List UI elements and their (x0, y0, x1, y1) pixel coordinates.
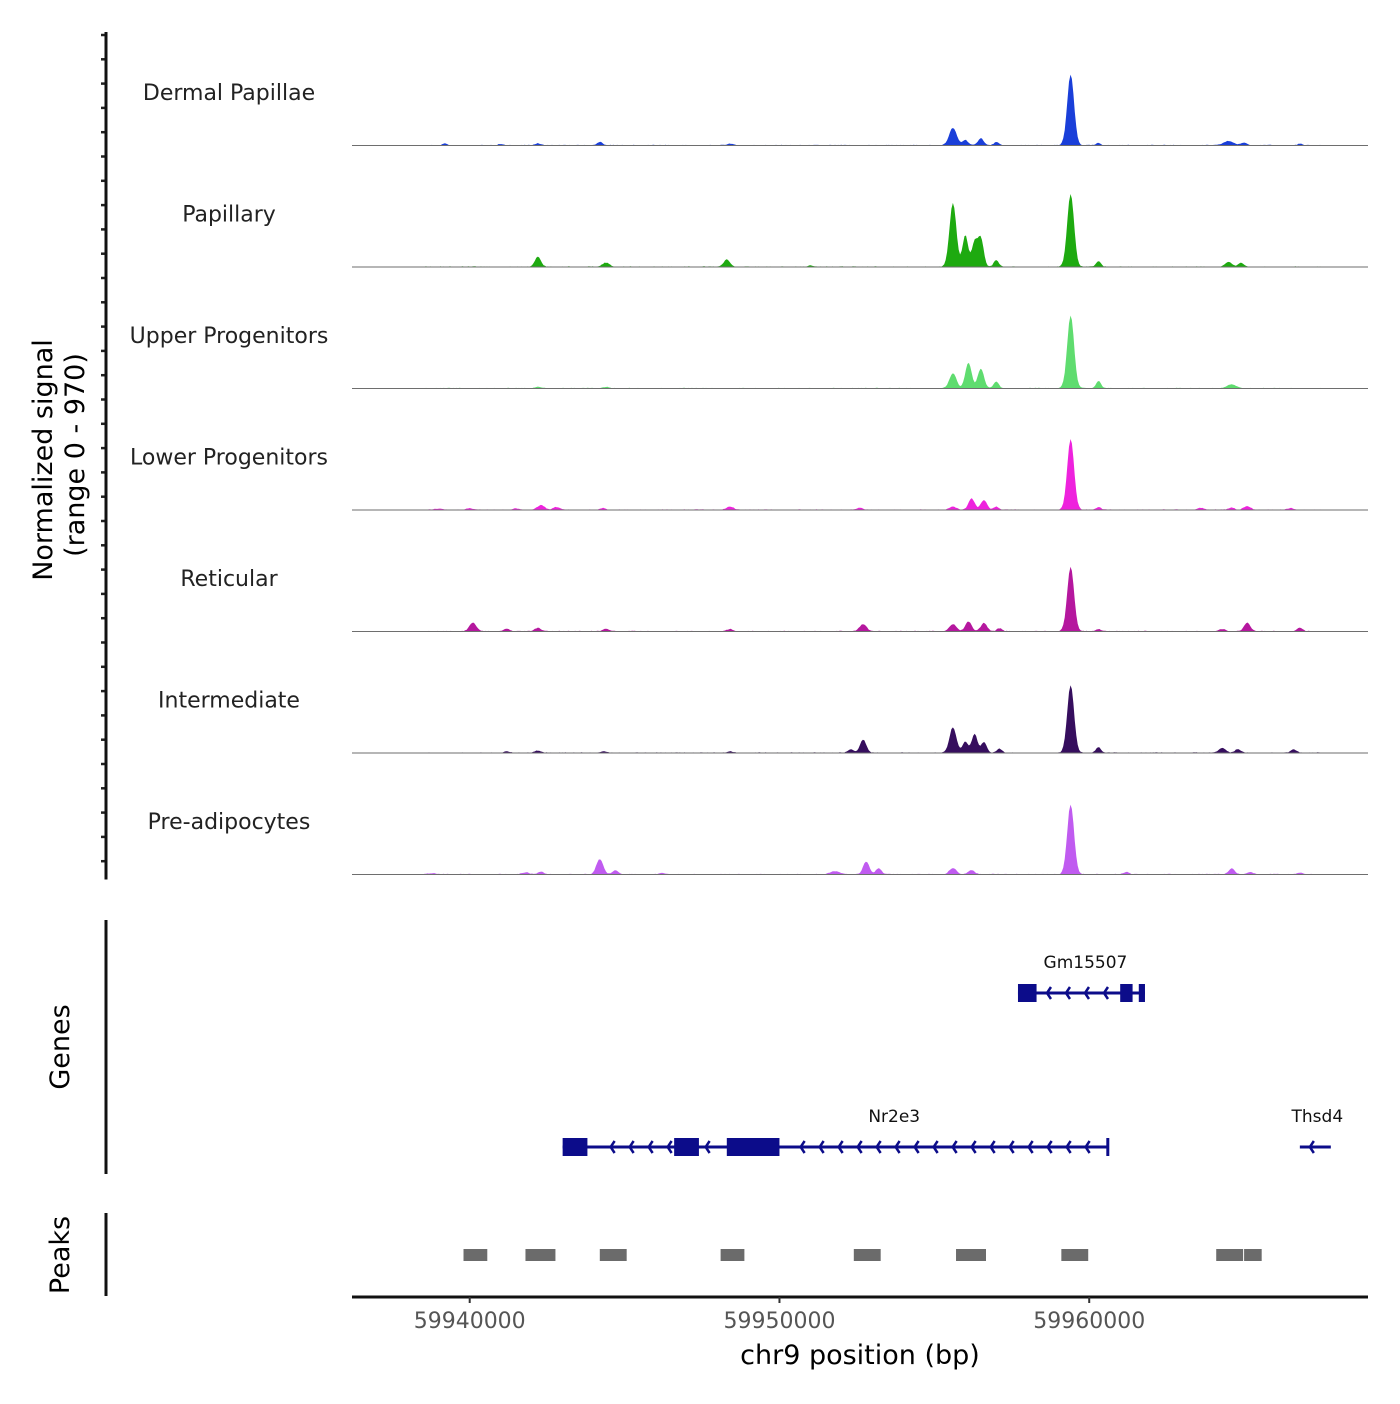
x-tick-label: 59960000 (1033, 1309, 1145, 1334)
gene-label-thsd4: Thsd4 (1291, 1107, 1344, 1127)
track-label-papillary: Papillary (182, 203, 276, 228)
coverage-area-reticular (352, 566, 1368, 632)
strand-chevron (1064, 986, 1072, 1000)
gene-exon (726, 1138, 780, 1156)
x-tick-label: 59950000 (723, 1309, 835, 1334)
track-label-pre-adipocytes: Pre-adipocytes (148, 810, 311, 835)
strand-chevron (1027, 1140, 1034, 1154)
peak-region (599, 1249, 627, 1261)
peak-region (1216, 1249, 1244, 1261)
strand-chevron (818, 1140, 825, 1154)
strand-chevron (970, 1140, 977, 1154)
track-upper-progenitors: Upper Progenitors (101, 276, 1368, 389)
strand-chevron (1102, 986, 1110, 1000)
peak-region (853, 1249, 881, 1261)
strand-chevron (837, 1140, 844, 1154)
track-dermal-papillae: Dermal Papillae (101, 33, 1368, 146)
gene-nr2e3: Nr2e3 (562, 1107, 1110, 1156)
track-lower-progenitors: Lower Progenitors (101, 398, 1368, 511)
y-axis-title-line2: (range 0 - 970) (60, 353, 91, 557)
strand-chevron (666, 1140, 673, 1154)
strand-chevron (913, 1140, 920, 1154)
gene-label-gm15507: Gm15507 (1044, 953, 1128, 973)
gene-gm15507: Gm15507 (1017, 953, 1145, 1002)
strand-chevron (1045, 986, 1053, 1000)
track-papillary: Papillary (101, 155, 1368, 268)
gene-thsd4: Thsd4 (1291, 1107, 1344, 1154)
strand-chevron (856, 1140, 863, 1154)
coverage-area-pre-adipocytes (352, 804, 1368, 875)
strand-chevron (1308, 1140, 1315, 1154)
track-label-reticular: Reticular (180, 567, 278, 592)
track-reticular: Reticular (101, 519, 1368, 632)
gene-exon (1017, 984, 1037, 1002)
gene-label-nr2e3: Nr2e3 (868, 1107, 920, 1127)
y-axis-title-line1: Normalized signal (28, 339, 59, 581)
peak-region (463, 1249, 488, 1261)
strand-chevron (894, 1140, 901, 1154)
strand-chevron (875, 1140, 882, 1154)
track-label-intermediate: Intermediate (158, 689, 300, 714)
strand-chevron (1083, 986, 1091, 1000)
strand-chevron (609, 1140, 616, 1154)
strand-chevron (799, 1140, 806, 1154)
peaks-track-title: Peaks (45, 1216, 76, 1294)
gene-exon (1138, 984, 1145, 1002)
track-label-dermal-papillae: Dermal Papillae (143, 81, 315, 106)
gene-exon (1120, 984, 1133, 1002)
strand-chevron (932, 1140, 939, 1154)
peak-region (720, 1249, 745, 1261)
strand-chevron (1046, 1140, 1053, 1154)
coverage-area-intermediate (352, 685, 1368, 753)
peak-region (1061, 1249, 1089, 1261)
peak-region (525, 1249, 556, 1261)
strand-chevron (951, 1140, 958, 1154)
track-label-lower-progenitors: Lower Progenitors (130, 446, 328, 471)
x-axis-title: chr9 position (bp) (740, 1340, 980, 1371)
x-tick-label: 59940000 (414, 1309, 526, 1334)
coverage-area-lower-progenitors (352, 439, 1368, 510)
peak-track (463, 1249, 1262, 1261)
genes-track-title: Genes (45, 1004, 76, 1089)
peak-region (956, 1249, 986, 1261)
strand-chevron (1065, 1140, 1072, 1154)
strand-chevron (628, 1140, 635, 1154)
peak-region (1244, 1249, 1262, 1261)
coverage-area-upper-progenitors (352, 315, 1368, 389)
strand-chevron (989, 1140, 996, 1154)
track-intermediate: Intermediate (101, 641, 1368, 754)
axes: Normalized signal (range 0 - 970) Genes … (28, 32, 1368, 1371)
strand-chevron (1084, 1140, 1091, 1154)
gene-track: Gm15507 Nr2e3 Thsd4 (562, 953, 1344, 1156)
gene-exon (674, 1138, 699, 1156)
coverage-tracks: Dermal Papillae Papillary Upper Progenitor… (101, 33, 1368, 875)
track-pre-adipocytes: Pre-adipocytes (101, 762, 1368, 875)
coverage-area-dermal-papillae (352, 74, 1368, 146)
coverage-area-papillary (352, 194, 1368, 267)
track-label-upper-progenitors: Upper Progenitors (130, 324, 329, 349)
strand-chevron (704, 1140, 711, 1154)
strand-chevron (1008, 1140, 1015, 1154)
gene-exon (562, 1138, 588, 1156)
strand-chevron (647, 1140, 654, 1154)
